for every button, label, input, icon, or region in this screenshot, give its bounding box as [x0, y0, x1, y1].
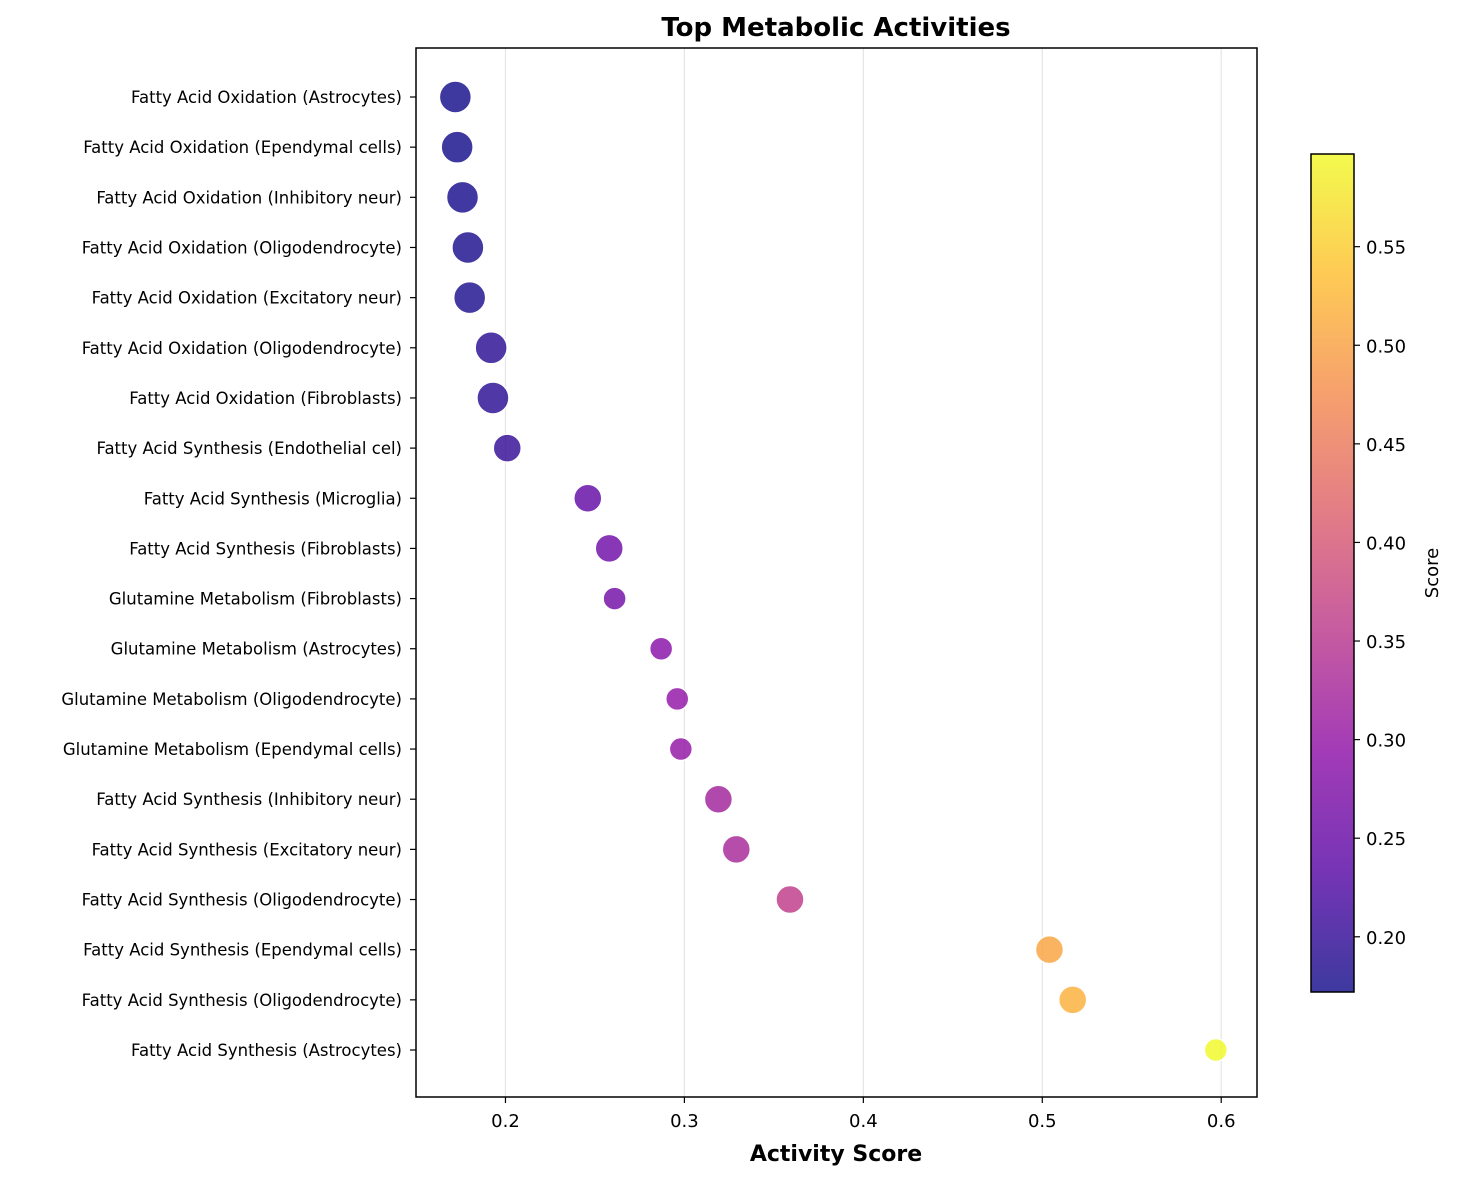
x-tick-label: 0.5: [1028, 1111, 1057, 1132]
data-point: [451, 230, 485, 265]
x-tick-label: 0.4: [849, 1111, 878, 1132]
y-tick-label: Glutamine Metabolism (Astrocytes): [111, 640, 402, 659]
data-point: [445, 180, 480, 215]
colorbar-gradient: [1311, 154, 1354, 992]
data-point: [648, 636, 674, 661]
x-tick-label: 0.2: [491, 1111, 520, 1132]
colorbar-tick-label: 0.55: [1366, 238, 1406, 259]
y-tick-label: Fatty Acid Oxidation (Inhibitory neur): [96, 188, 402, 207]
x-axis-label: Activity Score: [750, 1142, 922, 1167]
data-point: [602, 586, 627, 611]
y-tick-label: Fatty Acid Oxidation (Fibroblasts): [129, 389, 402, 408]
colorbar-tick-label: 0.20: [1366, 928, 1406, 949]
y-tick-label: Fatty Acid Oxidation (Ependymal cells): [83, 138, 402, 157]
data-point: [664, 686, 690, 712]
colorbar-label: Score: [1422, 548, 1443, 598]
y-tick-label: Fatty Acid Oxidation (Astrocytes): [131, 88, 402, 107]
colorbar-tick-label: 0.50: [1366, 336, 1406, 357]
data-point: [775, 884, 805, 915]
y-tick-label: Fatty Acid Synthesis (Inhibitory neur): [96, 790, 402, 809]
x-tick-label: 0.3: [670, 1111, 699, 1132]
y-tick-label: Fatty Acid Synthesis (Ependymal cells): [83, 941, 402, 960]
data-point: [703, 784, 734, 814]
data-point: [668, 736, 694, 762]
y-tick-label: Fatty Acid Synthesis (Oligodendrocyte): [82, 891, 402, 910]
y-tick-label: Fatty Acid Synthesis (Microglia): [144, 489, 402, 508]
colorbar: 0.20 0.25 0.30 0.35 0.40 0.45 0.50 0.55 Score: [1310, 153, 1443, 993]
data-point: [594, 533, 625, 564]
y-tick-label: Fatty Acid Oxidation (Excitatory neur): [92, 289, 402, 308]
y-tick-label: Glutamine Metabolism (Oligodendrocyte): [61, 690, 402, 709]
y-tick-label: Fatty Acid Synthesis (Endothelial cel): [96, 439, 402, 458]
x-tick-labels: 0.2 0.3 0.4 0.5 0.6: [491, 1097, 1236, 1132]
colorbar-frame: [1310, 153, 1355, 993]
y-tick-label: Fatty Acid Synthesis (Excitatory neur): [92, 840, 402, 859]
data-point: [474, 331, 508, 365]
y-tick-labels: Fatty Acid Oxidation (Astrocytes) Fatty A…: [61, 88, 416, 1060]
data-point: [1057, 985, 1088, 1015]
data-points: [438, 80, 1229, 1063]
y-tick-label: Fatty Acid Synthesis (Oligodendrocyte): [82, 991, 402, 1010]
plot-area-frame: [415, 47, 1258, 1098]
y-tick-label: Glutamine Metabolism (Fibroblasts): [109, 590, 402, 609]
x-tick-label: 0.6: [1207, 1111, 1236, 1132]
data-point: [438, 80, 473, 114]
y-tick-label: Glutamine Metabolism (Ependymal cells): [63, 740, 402, 759]
y-tick-label: Fatty Acid Oxidation (Oligodendrocyte): [82, 339, 402, 358]
data-point: [452, 280, 487, 315]
data-point: [1203, 1037, 1229, 1063]
data-point: [721, 834, 752, 865]
y-tick-label: Fatty Acid Synthesis (Fibroblasts): [129, 539, 402, 558]
colorbar-ticks: 0.20 0.25 0.30 0.35 0.40 0.45 0.50 0.55: [1354, 238, 1406, 949]
colorbar-tick-label: 0.30: [1366, 731, 1406, 752]
chart-title: Top Metabolic Activities: [661, 13, 1010, 43]
colorbar-tick-label: 0.35: [1366, 632, 1406, 653]
y-tick-label: Fatty Acid Synthesis (Astrocytes): [131, 1041, 402, 1060]
y-tick-label: Fatty Acid Oxidation (Oligodendrocyte): [82, 238, 402, 257]
data-point: [476, 381, 510, 415]
data-point: [573, 483, 603, 514]
x-gridlines: [504, 48, 1222, 1097]
data-point: [440, 130, 474, 164]
data-point: [492, 433, 523, 463]
data-point: [1034, 934, 1065, 965]
colorbar-tick-label: 0.25: [1366, 829, 1406, 850]
colorbar-tick-label: 0.40: [1366, 533, 1406, 554]
colorbar-tick-label: 0.45: [1366, 435, 1406, 456]
